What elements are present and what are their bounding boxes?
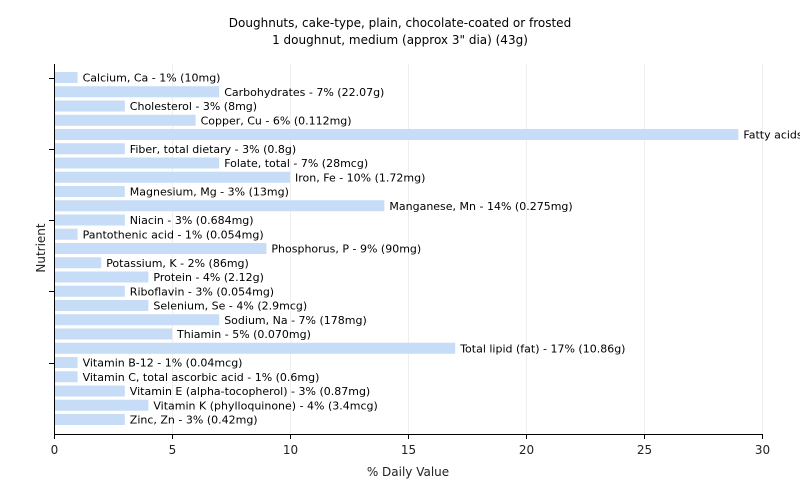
bar-label: Fatty acids, total saturated - 29% (5.79… — [743, 129, 800, 142]
bar — [54, 328, 172, 340]
x-axis-label: % Daily Value — [367, 465, 449, 479]
chart-subtitle: 1 doughnut, medium (approx 3" dia) (43g) — [272, 33, 528, 47]
bar — [54, 414, 125, 425]
bar-label: Vitamin C, total ascorbic acid - 1% (0.6… — [83, 371, 320, 384]
bar — [54, 285, 125, 297]
bar — [54, 72, 78, 83]
bar-label: Phosphorus, P - 9% (90mg) — [271, 243, 421, 256]
bar-label: Carbohydrates - 7% (22.07g) — [224, 86, 384, 99]
bar — [54, 399, 149, 411]
bar — [54, 186, 125, 197]
bar — [54, 171, 290, 183]
bar — [54, 214, 125, 226]
bar — [54, 157, 220, 169]
bar-label: Pantothenic acid - 1% (0.054mg) — [83, 228, 264, 241]
x-tick-label: 25 — [637, 443, 652, 457]
x-tick-label: 20 — [519, 443, 534, 457]
bar — [54, 228, 78, 240]
bar-label: Sodium, Na - 7% (178mg) — [224, 314, 367, 327]
bar-label: Zinc, Zn - 3% (0.42mg) — [130, 414, 258, 427]
bar — [54, 129, 739, 140]
bar — [54, 271, 149, 283]
x-tick-label: 15 — [401, 443, 416, 457]
bar-label: Calcium, Ca - 1% (10mg) — [83, 72, 221, 85]
chart-title: Doughnuts, cake-type, plain, chocolate-c… — [229, 16, 571, 30]
bar — [54, 342, 456, 354]
bar-label: Fiber, total dietary - 3% (0.8g) — [130, 143, 296, 156]
x-tick-label: 30 — [755, 443, 770, 457]
bar-label: Niacin - 3% (0.684mg) — [130, 214, 254, 227]
y-axis-label: Nutrient — [34, 223, 48, 273]
bar-label: Vitamin E (alpha-tocopherol) - 3% (0.87m… — [130, 385, 370, 398]
bar-label: Copper, Cu - 6% (0.112mg) — [201, 114, 352, 127]
bar-label: Vitamin K (phylloquinone) - 4% (3.4mcg) — [153, 399, 377, 412]
bar — [54, 200, 385, 212]
bar-label: Magnesium, Mg - 3% (13mg) — [130, 186, 289, 199]
bar-label: Cholesterol - 3% (8mg) — [130, 100, 257, 113]
bar — [54, 86, 220, 98]
bar — [54, 243, 267, 254]
x-tick-label: 10 — [283, 443, 298, 457]
bar — [54, 357, 78, 368]
bar — [54, 143, 125, 155]
bar-label: Manganese, Mn - 14% (0.275mg) — [389, 200, 572, 213]
bar — [54, 371, 78, 383]
bar-label: Vitamin B-12 - 1% (0.04mcg) — [83, 357, 243, 370]
bar — [54, 257, 102, 269]
bar — [54, 314, 220, 326]
bars: Calcium, Ca - 1% (10mg)Carbohydrates - 7… — [54, 72, 800, 427]
bar — [54, 100, 125, 112]
bar-label: Total lipid (fat) - 17% (10.86g) — [459, 342, 625, 355]
bar-label: Riboflavin - 3% (0.054mg) — [130, 285, 274, 298]
x-tick-label: 0 — [51, 443, 59, 457]
bar-label: Potassium, K - 2% (86mg) — [106, 257, 249, 270]
bar — [54, 114, 196, 126]
bar-label: Protein - 4% (2.12g) — [153, 271, 264, 284]
bar — [54, 300, 149, 311]
x-tick-label: 5 — [169, 443, 177, 457]
bar-label: Iron, Fe - 10% (1.72mg) — [295, 171, 425, 184]
bar-label: Folate, total - 7% (28mcg) — [224, 157, 368, 170]
bar — [54, 385, 125, 397]
bar-label: Selenium, Se - 4% (2.9mcg) — [153, 300, 307, 313]
bar-label: Thiamin - 5% (0.070mg) — [176, 328, 311, 341]
axes: 0 5 10 15 20 25 30 — [49, 64, 770, 457]
